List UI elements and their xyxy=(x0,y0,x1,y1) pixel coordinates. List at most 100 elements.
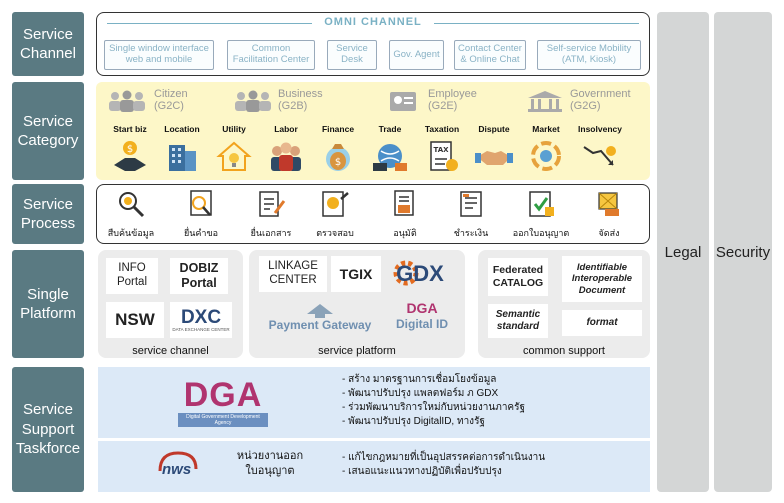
process-approve-label: อนุมัติ xyxy=(393,228,417,238)
dga-logo: DGA xyxy=(183,376,263,414)
document-pen-icon xyxy=(259,191,286,217)
category-utility-label: Utility xyxy=(222,124,246,134)
service-channel-caption: service channel xyxy=(132,345,209,357)
info-portal: INFO Portal xyxy=(106,258,158,294)
dxc-system: DXC DATA EXCHANGE CENTER xyxy=(170,302,232,338)
category-finance-label: Finance xyxy=(321,124,355,134)
nsw-system: NSW xyxy=(106,302,164,338)
security-label: Security xyxy=(715,243,771,261)
service-category-box: Citizen (G2C) Business (G2B) Employee (G… xyxy=(96,82,650,180)
process-verify-label: ตรวจสอบ xyxy=(316,228,354,238)
channel-common-facilitation: Common Facilitation Center xyxy=(227,40,315,70)
dga-small-logo: DGA xyxy=(406,300,438,317)
dobiz-portal: DOBIZ Portal xyxy=(170,258,228,294)
category-utility: Utility xyxy=(208,124,260,178)
category-dispute-label: Dispute xyxy=(478,124,510,134)
dga-task-item: - พัฒนาปรับปรุง แพลตฟอร์ม ภ GDX xyxy=(342,388,499,399)
group-citizen-code: (G2C) xyxy=(154,100,184,113)
handshake-icon xyxy=(475,151,513,165)
digital-id-label: Digital ID xyxy=(395,317,448,332)
payment-receipt-icon xyxy=(460,191,482,217)
process-approve: อนุมัติ xyxy=(375,189,435,240)
magnify-form-icon xyxy=(190,190,212,216)
service-platform: LINKAGE CENTER TGIX GDX Payment Gateway … xyxy=(249,250,465,358)
category-labor-label: Labor xyxy=(274,124,298,134)
license-check-icon xyxy=(529,191,554,217)
svg-text:$: $ xyxy=(335,157,341,168)
market-cycle-icon xyxy=(531,141,561,171)
channel-contact-center: Contact Center & Online Chat xyxy=(454,40,526,70)
house-bulb-icon xyxy=(216,141,252,171)
svg-text:TAX: TAX xyxy=(433,146,449,154)
process-payment: ชำระเงิน xyxy=(441,189,501,240)
dxc-subtitle: DATA EXCHANGE CENTER xyxy=(172,326,230,332)
handshake-money-icon: $ xyxy=(114,141,146,171)
category-insolvency: Insolvency xyxy=(574,124,626,178)
workers-group-icon xyxy=(271,142,301,171)
category-labor: Labor xyxy=(260,124,312,178)
digital-id: DGA Digital ID xyxy=(389,296,455,336)
globe-trade-icon xyxy=(373,144,407,171)
category-location: Location xyxy=(156,124,208,178)
category-market: Market xyxy=(520,124,572,178)
process-issue-license: ออกใบอนุญาต xyxy=(511,189,571,240)
process-submit-docs: ยื่นเอกสาร xyxy=(241,189,301,240)
ops-logo: nws xyxy=(162,461,192,478)
service-channel-platform: INFO Portal DOBIZ Portal NSW DXC DATA EX… xyxy=(98,250,243,358)
service-platform-caption: service platform xyxy=(318,345,396,357)
category-start-biz-label: Start biz xyxy=(113,124,147,134)
process-apply-label: ยื่นคำขอ xyxy=(183,228,219,238)
category-insolvency-label: Insolvency xyxy=(578,124,622,134)
linkage-center: LINKAGE CENTER xyxy=(259,256,327,292)
gdx-gear-icon xyxy=(393,260,419,286)
service-process-box: สืบค้นข้อมูล ยื่นคำขอ ยื่นเอกสาร ตรวจสอบ… xyxy=(96,184,650,244)
row-label-service-category: Service Category xyxy=(12,82,84,180)
group-government: Government (G2G) xyxy=(570,88,631,114)
process-payment-label: ชำระเงิน xyxy=(453,228,489,238)
process-apply: ยื่นคำขอ xyxy=(171,189,231,240)
identifiable-document: Identifiable Interoperable Document xyxy=(562,256,642,302)
ops-swirl-icon xyxy=(158,451,198,472)
row-label-service-process: Service Process xyxy=(12,184,84,244)
category-taxation-label: Taxation xyxy=(424,124,460,134)
category-finance: Finance $ xyxy=(312,124,364,178)
security-column: Security xyxy=(714,12,772,492)
channel-single-window: Single window interface web and mobile xyxy=(104,40,214,70)
tax-document-icon: TAX xyxy=(430,141,458,171)
process-deliver: จัดส่ง xyxy=(579,189,639,240)
dxc-logo: DXC xyxy=(180,306,222,328)
delivery-box-icon xyxy=(598,192,619,216)
ops-task-list: - แก้ไขกฎหมายที่เป็นอุปสรรคต่อการดำเนินง… xyxy=(342,451,545,479)
dga-subtitle: Digital Government Development Agency xyxy=(178,413,268,427)
dga-task-list: - สร้าง มาตรฐานการเชื่อมโยงข้อมูล - พัฒน… xyxy=(342,373,525,429)
group-business-code: (G2B) xyxy=(278,100,308,113)
group-citizen-name: Citizen xyxy=(154,88,188,100)
process-search: สืบค้นข้อมูล xyxy=(101,189,161,240)
category-trade: Trade xyxy=(364,124,416,178)
process-submit-docs-label: ยื่นเอกสาร xyxy=(250,228,292,238)
category-location-label: Location xyxy=(164,124,200,134)
dga-task-item: - ร่วมพัฒนาบริการใหม่กับหน่วยงานภาครัฐ xyxy=(342,402,526,413)
category-dispute: Dispute xyxy=(468,124,520,178)
upload-arrow-icon xyxy=(307,303,333,318)
svg-text:$: $ xyxy=(127,144,133,155)
group-business: Business (G2B) xyxy=(278,88,323,114)
common-support-caption: common support xyxy=(523,345,605,357)
dga-task-item: - พัฒนาปรับปรุง DigitalID, ทางรัฐ xyxy=(342,416,485,427)
process-deliver-label: จัดส่ง xyxy=(598,228,620,238)
ops-task-item: - แก้ไขกฎหมายที่เป็นอุปสรรคต่อการดำเนินง… xyxy=(342,452,546,463)
row-label-single-platform: Single Platform xyxy=(12,250,84,358)
money-bag-icon: $ xyxy=(326,144,350,171)
verify-document-icon xyxy=(322,191,349,217)
category-trade-label: Trade xyxy=(378,124,402,134)
row-label-service-channel: Service Channel xyxy=(12,12,84,76)
payment-gateway-label: Payment Gateway xyxy=(268,317,372,332)
licensing-agency-panel: nws หน่วยงานออก ใบอนุญาต - แก้ไขกฎหมายที… xyxy=(98,441,650,492)
category-start-biz: Start biz $ xyxy=(104,124,156,178)
federated-catalog: Federated CATALOG xyxy=(488,258,548,296)
legal-label: Legal xyxy=(664,243,702,261)
tgix-system: TGIX xyxy=(331,256,381,292)
group-employee-code: (G2E) xyxy=(428,100,458,113)
dga-task-item: - สร้าง มาตรฐานการเชื่อมโยงข้อมูล xyxy=(342,374,497,385)
gdx-system: GDX xyxy=(389,254,451,294)
